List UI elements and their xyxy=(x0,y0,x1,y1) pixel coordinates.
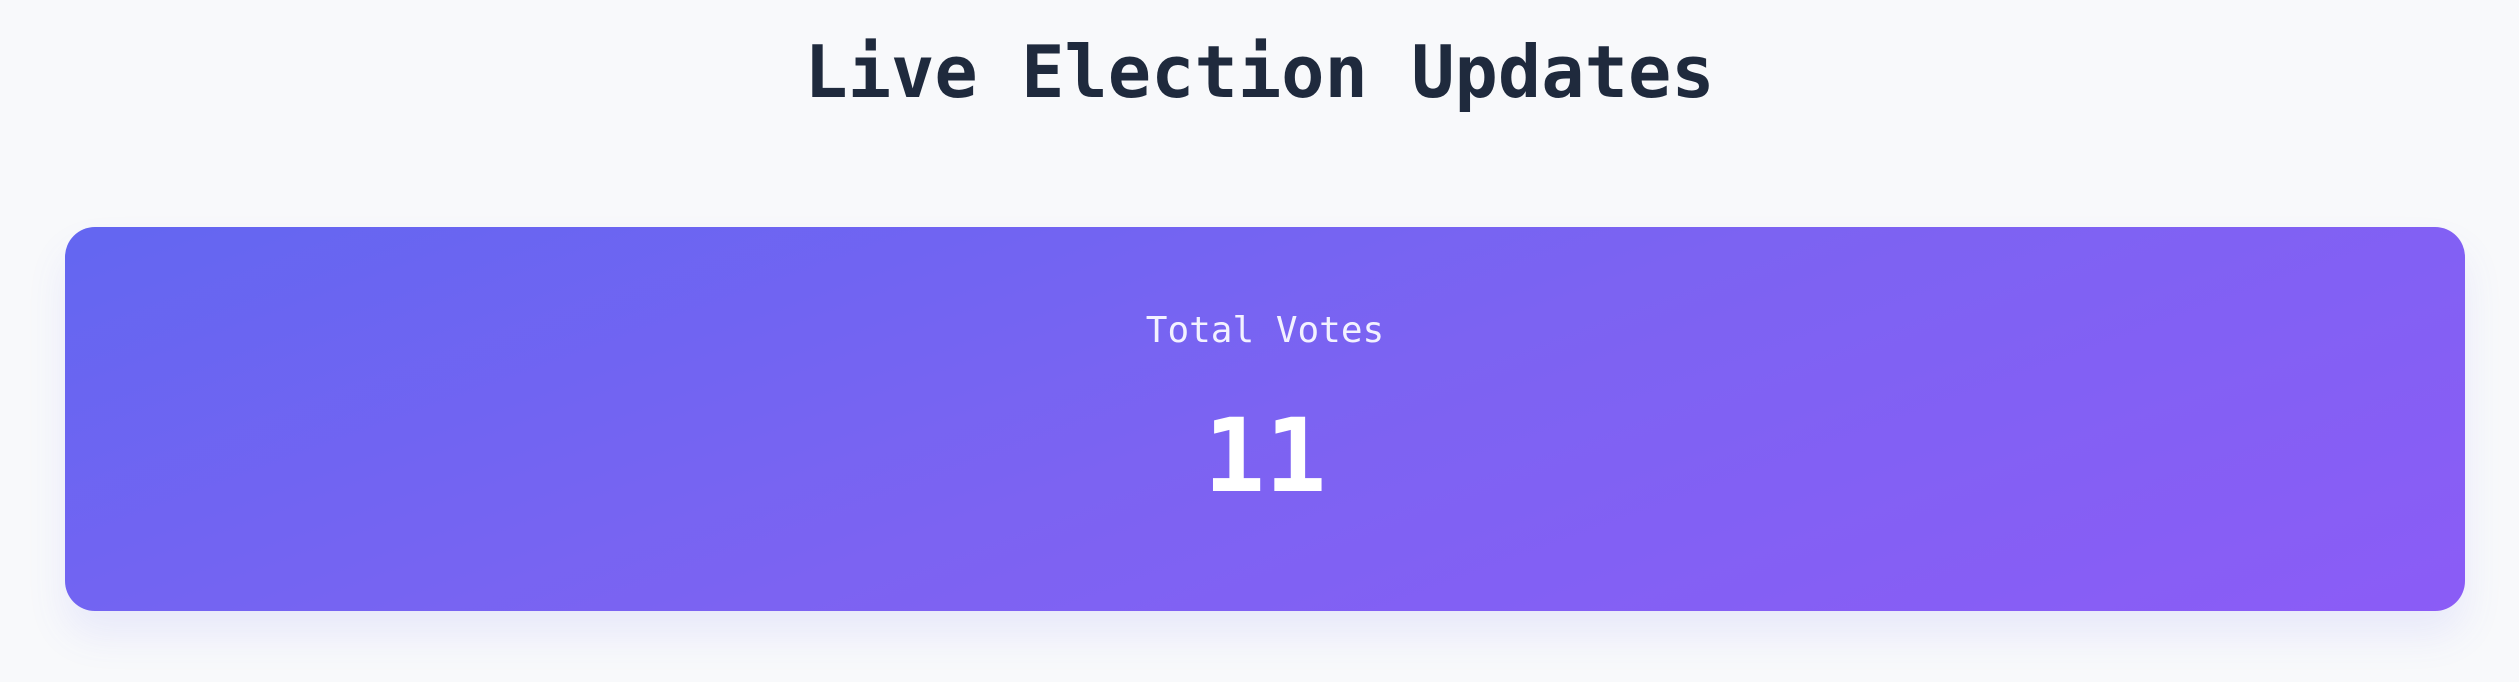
total-votes-label: Total Votes xyxy=(1145,310,1385,351)
total-votes-value: 11 xyxy=(1203,397,1327,516)
page-title: Live Election Updates xyxy=(804,30,1715,114)
total-votes-card: Total Votes 11 xyxy=(65,227,2465,611)
